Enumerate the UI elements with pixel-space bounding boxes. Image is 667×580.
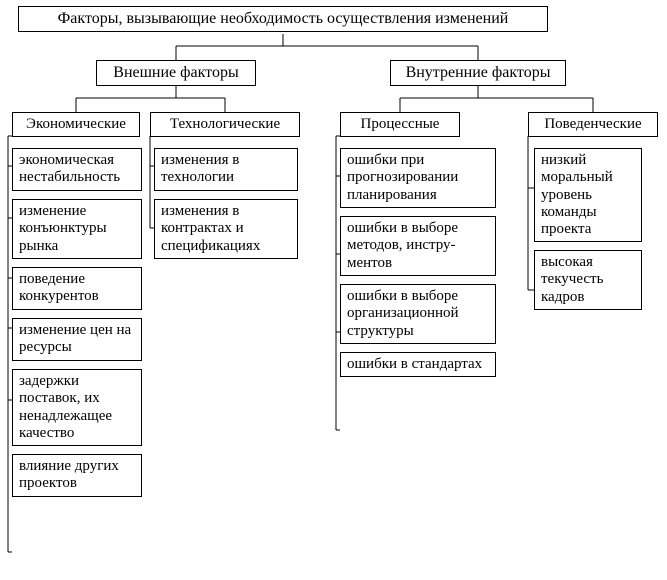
- technological-leaf: изменения в технологии: [154, 148, 298, 191]
- behavioral-leaf: низкий моральный уровень команды проекта: [534, 148, 642, 242]
- process-leaf: ошибки в выборе организационной структур…: [340, 284, 496, 344]
- economic-leaf: влияние других проектов: [12, 454, 142, 497]
- economic-leaf: экономическая нестабильность: [12, 148, 142, 191]
- process-leaf: ошибки в выборе методов, инстру­ментов: [340, 216, 496, 276]
- node-process: Процессные: [340, 112, 460, 137]
- process-leaf: ошибки в стан­дартах: [340, 352, 496, 377]
- behavioral-leaf: высокая текучесть кадров: [534, 250, 642, 310]
- node-external: Внешние факторы: [96, 60, 256, 86]
- technological-leaf: изменения в контрактах и специфика­циях: [154, 199, 298, 259]
- root-node: Факторы, вызывающие необходимость осущес…: [18, 6, 548, 32]
- economic-leaf: изменение цен на ресурсы: [12, 318, 142, 361]
- node-economic: Экономические: [12, 112, 140, 137]
- economic-leaf: изменение конъюнктуры рынка: [12, 199, 142, 259]
- node-behavioral: Поведенческие: [528, 112, 658, 137]
- node-technological: Технологические: [150, 112, 300, 137]
- economic-leaf: задержки поставок, их ненадлежащее качес…: [12, 369, 142, 446]
- economic-leaf: поведение конкурентов: [12, 267, 142, 310]
- process-leaf: ошибки при прогнозиро­вании планиро­вани…: [340, 148, 496, 208]
- node-internal: Внутренние факторы: [390, 60, 566, 86]
